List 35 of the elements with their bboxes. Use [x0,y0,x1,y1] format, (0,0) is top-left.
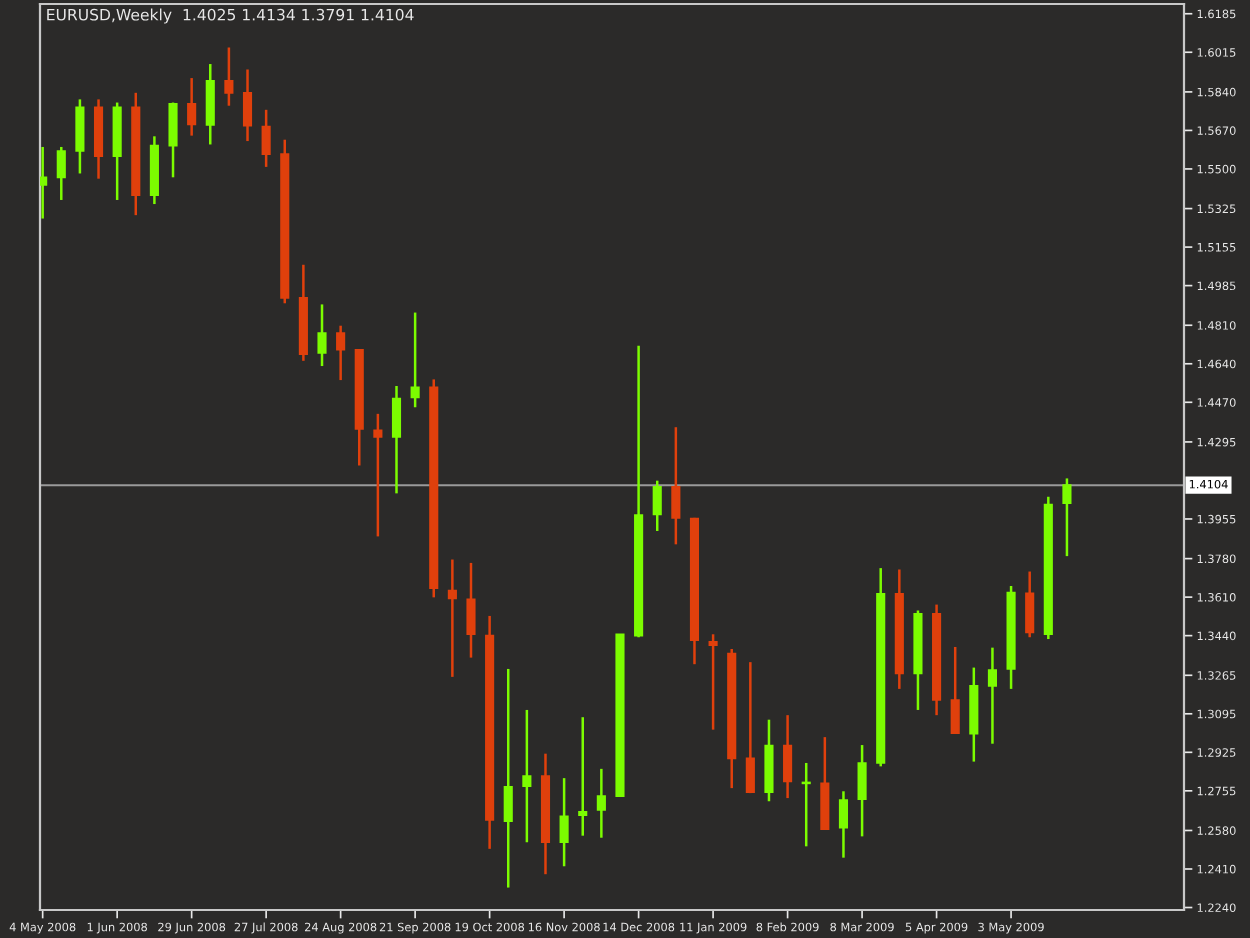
candlestick [969,666,979,763]
candlestick [596,767,606,839]
candlestick [187,76,197,137]
candlestick [447,558,457,679]
candlestick [75,98,85,175]
candlestick [559,776,569,868]
candlestick [708,633,718,731]
candlestick [857,743,867,838]
candlestick [205,62,215,146]
candlestick [391,384,402,495]
candlestick [168,101,178,179]
candlestick [224,46,234,107]
candlestick [242,68,253,143]
candlestick [56,145,66,202]
candlestick [578,715,588,837]
candlestick [40,145,48,220]
candlestick [652,479,662,533]
candlestick [522,708,532,844]
candlestick [466,561,476,659]
candlestick [745,660,755,795]
candlestick [410,311,420,409]
candlestick [764,718,774,803]
candlestick [261,108,271,169]
candlestick [950,645,960,735]
candlestick [671,425,681,546]
candlestick [1025,570,1035,639]
candlestick [373,412,383,538]
candlestick [783,713,793,800]
candlestick [1062,477,1072,558]
candlestick [987,646,998,745]
candlestick [820,735,830,832]
candlestick [503,667,513,889]
candlestick [838,790,849,859]
candlestick [336,324,346,382]
candlestick [317,303,327,368]
